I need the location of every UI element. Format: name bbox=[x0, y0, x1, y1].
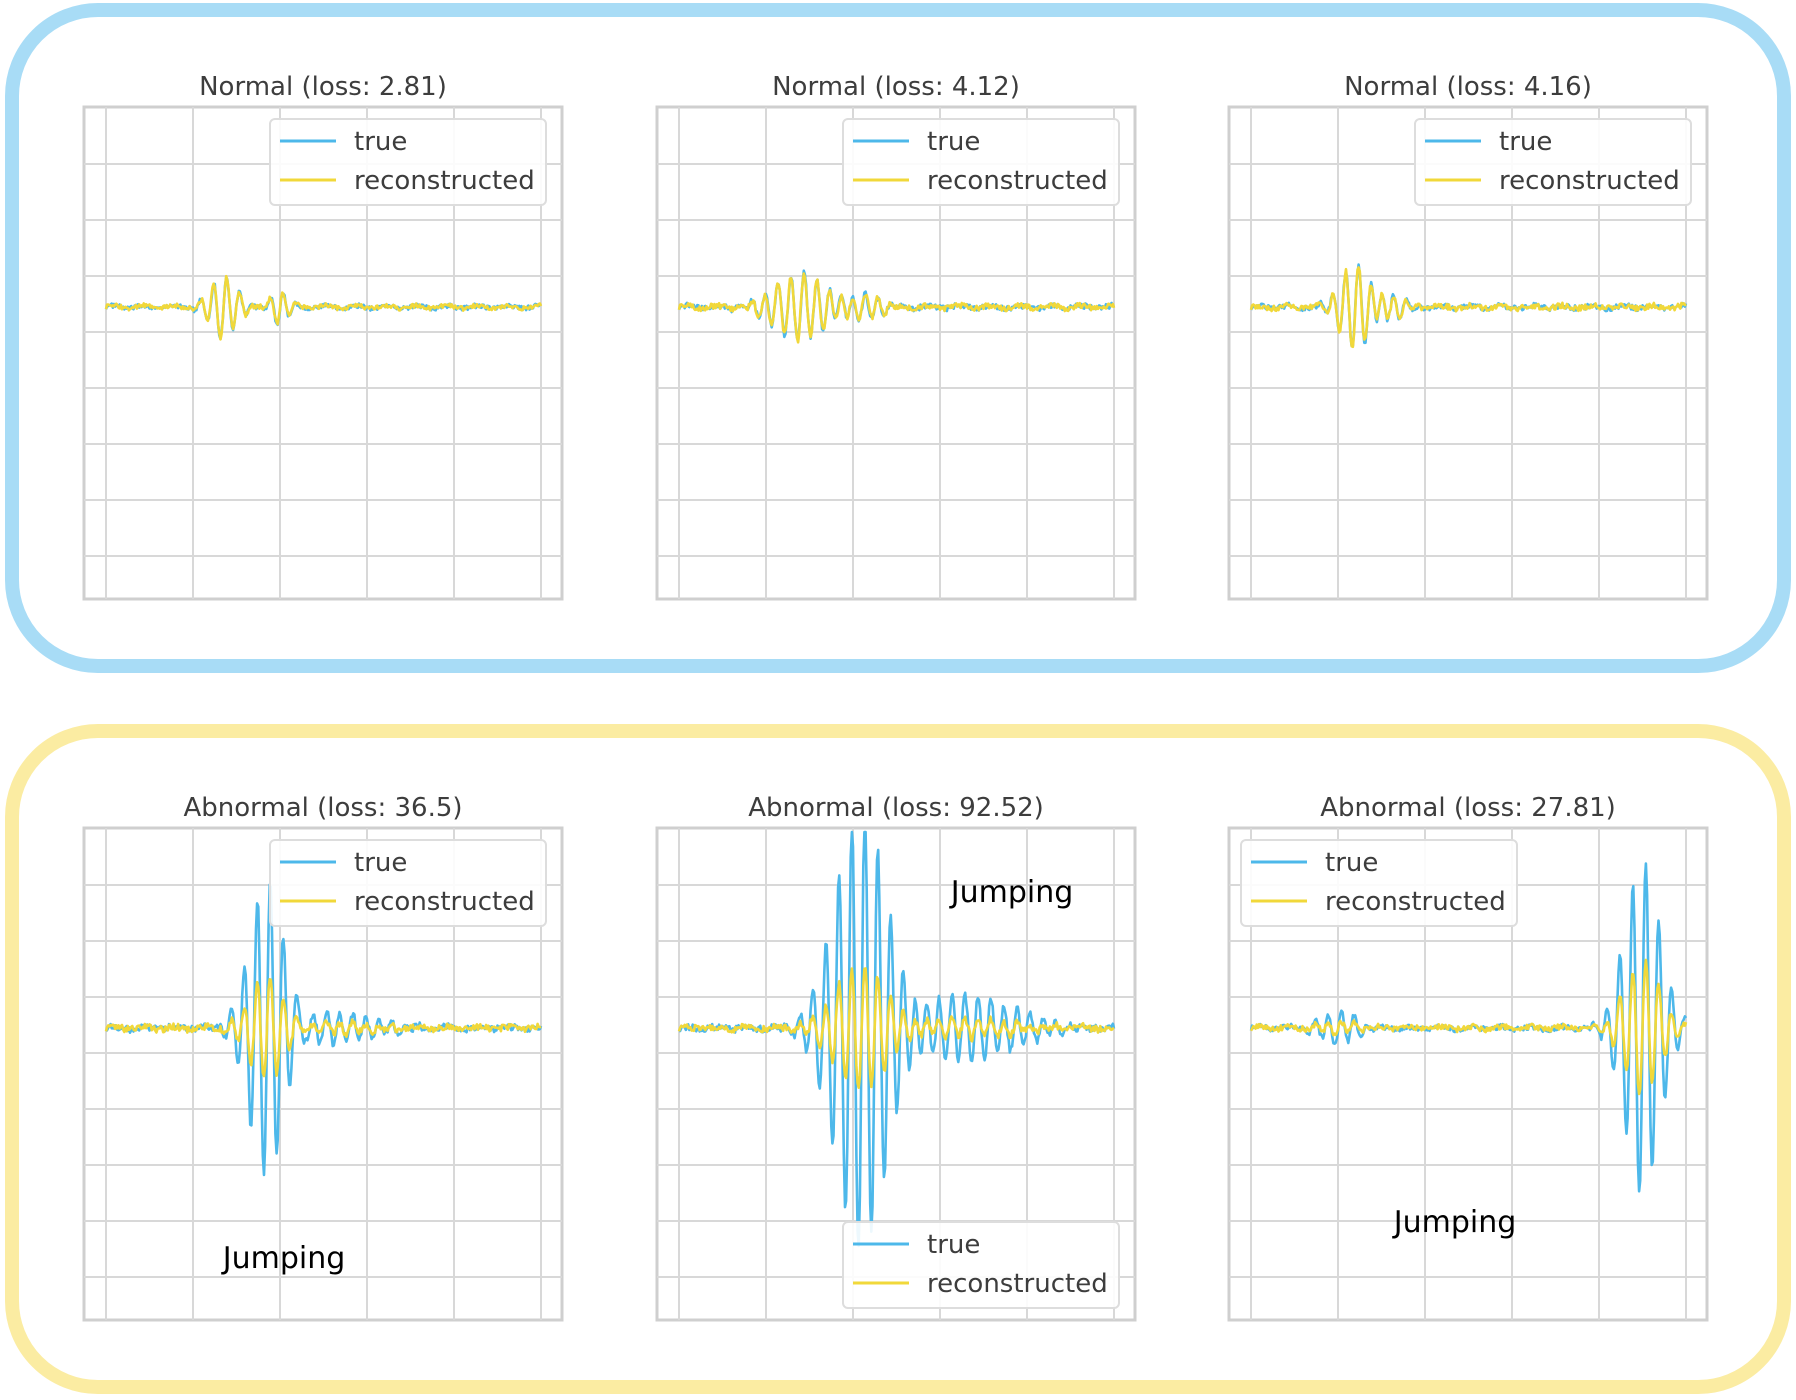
series-line-reconstructed bbox=[677, 272, 1116, 344]
legend-box bbox=[1240, 839, 1518, 927]
annotation-jumping: Jumping bbox=[949, 875, 1074, 910]
legend: true reconstructed bbox=[269, 118, 547, 206]
legend-box bbox=[269, 118, 547, 206]
series-line-reconstructed bbox=[677, 967, 1115, 1089]
legend-box bbox=[269, 839, 547, 927]
series-line-reconstructed bbox=[104, 274, 543, 341]
legend-box bbox=[842, 118, 1120, 206]
chart-panel: Normal (loss: 4.12) true reconstructed bbox=[655, 72, 1137, 601]
chart-title: Abnormal (loss: 27.81) bbox=[1320, 793, 1616, 823]
chart-title: Normal (loss: 2.81) bbox=[199, 72, 447, 102]
series-line-reconstructed bbox=[1249, 958, 1688, 1096]
chart-panel: Abnormal (loss: 92.52) true reconstructed J… bbox=[655, 793, 1137, 1322]
chart-panel: Normal (loss: 2.81) true reconstructed bbox=[82, 72, 564, 601]
legend-box bbox=[1414, 118, 1692, 206]
chart-title: Normal (loss: 4.16) bbox=[1344, 72, 1592, 102]
legend-true-label: true bbox=[1325, 848, 1378, 878]
legend-true-label: true bbox=[927, 1230, 980, 1260]
series-line-reconstructed bbox=[104, 978, 542, 1078]
chart-panel: Abnormal (loss: 27.81) true reconstructed J… bbox=[1227, 793, 1709, 1322]
series-line-reconstructed bbox=[1249, 266, 1687, 349]
legend: true reconstructed bbox=[269, 839, 547, 927]
legend-true-label: true bbox=[354, 848, 407, 878]
chart-panel: Abnormal (loss: 36.5) true reconstructed Ju… bbox=[82, 793, 564, 1322]
chart-title: Abnormal (loss: 36.5) bbox=[183, 793, 462, 823]
abnormal-group-box bbox=[5, 724, 1791, 1394]
normal-group-box bbox=[5, 3, 1791, 673]
legend-reconstructed-label: reconstructed bbox=[1499, 166, 1680, 196]
legend: true reconstructed bbox=[842, 118, 1120, 206]
legend-reconstructed-label: reconstructed bbox=[927, 1269, 1108, 1299]
legend-true-label: true bbox=[927, 127, 980, 157]
legend-reconstructed-label: reconstructed bbox=[354, 166, 535, 196]
legend: true reconstructed bbox=[1240, 839, 1518, 927]
legend-true-label: true bbox=[1499, 127, 1552, 157]
legend: true reconstructed bbox=[1414, 118, 1692, 206]
annotation-jumping: Jumping bbox=[1392, 1205, 1517, 1240]
chart-panel: Normal (loss: 4.16) true reconstructed bbox=[1227, 72, 1709, 601]
legend-reconstructed-label: reconstructed bbox=[354, 887, 535, 917]
annotation-jumping: Jumping bbox=[221, 1241, 346, 1276]
legend-box bbox=[842, 1221, 1120, 1309]
legend-reconstructed-label: reconstructed bbox=[1325, 887, 1506, 917]
chart-title: Normal (loss: 4.12) bbox=[772, 72, 1020, 102]
chart-panels: Normal (loss: 2.81)truereconstructedNorm… bbox=[82, 72, 1709, 1322]
chart-title: Abnormal (loss: 92.52) bbox=[748, 793, 1044, 823]
legend-true-label: true bbox=[354, 127, 407, 157]
legend-reconstructed-label: reconstructed bbox=[927, 166, 1108, 196]
legend: true reconstructed bbox=[842, 1221, 1120, 1309]
